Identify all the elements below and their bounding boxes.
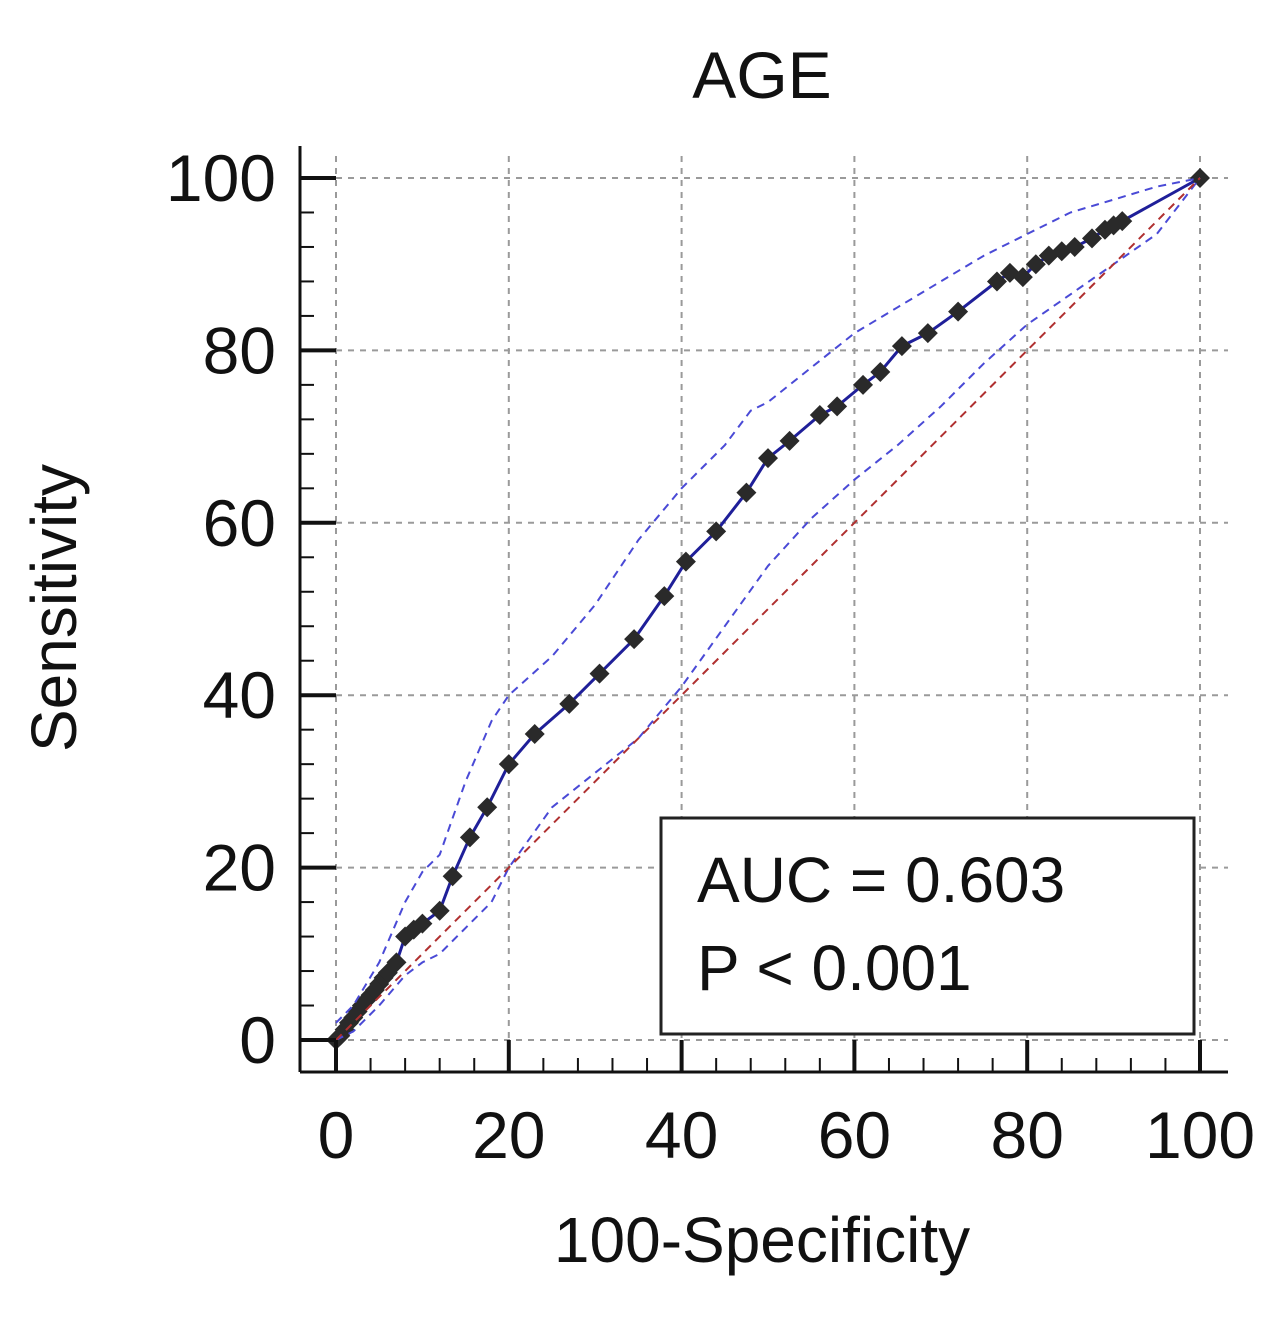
y-tick-label: 20: [203, 831, 276, 905]
roc-point-marker: [891, 336, 912, 357]
roc-point-marker: [870, 361, 891, 382]
roc-point-marker: [524, 723, 545, 744]
roc-point-marker: [675, 551, 696, 572]
x-tick-label: 60: [818, 1098, 891, 1172]
roc-point-marker: [559, 693, 580, 714]
roc-point-marker: [986, 271, 1007, 292]
series: [326, 168, 1210, 1050]
x-axis-label: 100-Specificity: [554, 1204, 970, 1276]
roc-point-marker: [459, 827, 480, 848]
roc-point-marker: [1082, 228, 1102, 249]
roc-point-marker: [442, 866, 463, 887]
roc-point-marker: [779, 430, 800, 451]
x-tick-label: 100: [1145, 1098, 1255, 1172]
y-tick-label: 100: [166, 141, 276, 215]
reference-line-line: [335, 177, 1201, 1041]
roc-point-marker: [589, 663, 610, 684]
axes: 0 20 40 60 80 100 0 20 40 60 80 100: [166, 141, 1255, 1172]
roc-point-marker: [654, 586, 675, 607]
p-value-label: P < 0.001: [697, 932, 972, 1004]
roc-point-marker: [758, 448, 778, 469]
roc-point-marker: [853, 374, 874, 395]
y-axis-label: Sensitivity: [18, 464, 90, 752]
roc-point-marker: [1025, 254, 1046, 275]
roc-point-marker: [624, 629, 645, 650]
roc-point-marker: [827, 396, 848, 417]
roc-point-marker: [1012, 267, 1033, 288]
x-tick-label: 20: [472, 1098, 545, 1172]
roc-point-marker: [736, 482, 757, 503]
y-tick-label: 60: [203, 486, 276, 560]
x-tick-label: 0: [318, 1098, 355, 1172]
roc-point-marker: [477, 797, 498, 818]
upper-95-ci-line: [335, 177, 1201, 1024]
roc-point-marker: [386, 952, 407, 973]
roc-point-marker: [1112, 211, 1133, 232]
x-tick-label: 40: [645, 1098, 718, 1172]
annotation-box: AUC = 0.603 P < 0.001: [659, 816, 1196, 1036]
x-tick-label: 80: [990, 1098, 1063, 1172]
annotation-box-border: [659, 816, 1196, 1036]
roc-point-marker: [948, 301, 969, 322]
y-tick-label: 0: [239, 1003, 276, 1077]
roc-point-marker: [498, 754, 519, 775]
roc-point-marker: [1064, 236, 1085, 257]
y-tick-label: 40: [203, 658, 276, 732]
roc-point-marker: [412, 913, 433, 934]
y-tick-label: 80: [203, 313, 276, 387]
roc-point-marker: [809, 405, 830, 426]
chart-title: AGE: [692, 38, 831, 112]
roc-point-marker: [429, 900, 450, 921]
lower-95-ci-line: [335, 177, 1201, 1041]
auc-label: AUC = 0.603: [697, 844, 1065, 916]
roc-point-marker: [917, 323, 938, 344]
roc-point-marker: [706, 521, 727, 542]
